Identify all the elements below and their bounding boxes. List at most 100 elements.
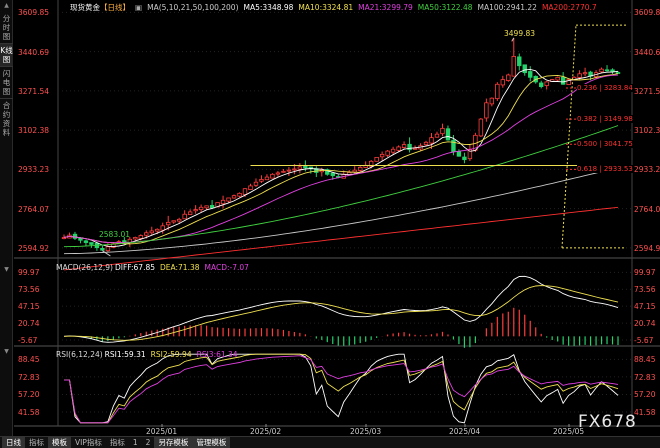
settings-icon[interactable]: ▣ xyxy=(135,3,143,12)
candle-body xyxy=(368,160,374,167)
date-tick-label: 2025/02 xyxy=(250,427,282,436)
rsi-legend: RSI(6,12,24) RSI1:59.31 RSI2:59.94 RSI3:61.… xyxy=(56,349,243,360)
price-tick-label: 2933.23 xyxy=(18,165,50,175)
rsi-tick-label: 88.45 xyxy=(18,355,40,365)
candle-body xyxy=(582,72,588,75)
candle-body xyxy=(385,150,390,156)
sidebar-tab-lightning[interactable]: 闪电图 xyxy=(2,69,11,96)
rsi-tick-label: 88.45 xyxy=(634,355,656,365)
candle-body xyxy=(412,147,418,150)
rsi-params: RSI(6,12,24) xyxy=(56,350,103,359)
ma50-line xyxy=(63,125,619,248)
candle-body xyxy=(522,64,527,74)
candle-body xyxy=(599,68,604,73)
candle-body xyxy=(379,153,385,158)
price-tick-label: 2764.07 xyxy=(634,204,660,214)
candle-body xyxy=(286,169,292,172)
save-template-button[interactable]: 另存模板 xyxy=(154,436,193,448)
high-price-label: 3499.83 xyxy=(504,29,536,38)
ma5-value: MA5:3348.98 xyxy=(243,3,294,12)
candle-body xyxy=(303,165,308,169)
template-1-button[interactable]: 1 xyxy=(132,437,138,447)
candle-body xyxy=(89,242,94,245)
date-tick-label: 2025/01 xyxy=(146,427,178,436)
sidebar-tab-kline[interactable]: K线图 xyxy=(0,44,13,66)
indicator-tab-2[interactable]: 指标 xyxy=(109,437,125,447)
ma21-value: MA21:3299.79 xyxy=(358,3,413,12)
candle-body xyxy=(330,172,335,177)
candle-body xyxy=(489,97,495,105)
price-tick-label: 2594.92 xyxy=(18,243,50,253)
candle-body xyxy=(560,76,566,85)
candle-body xyxy=(478,118,484,137)
sidebar-tab-contract-info[interactable]: 合约资料 xyxy=(2,101,11,137)
dea-line xyxy=(63,285,619,341)
candle-body xyxy=(615,72,621,74)
candle-body xyxy=(456,151,462,157)
fib-level-label: 0.618 | 2933.53 xyxy=(577,165,633,174)
candle-body xyxy=(292,168,297,171)
candle-body xyxy=(171,220,176,223)
candle-body xyxy=(610,69,615,72)
template-2-button[interactable]: 2 xyxy=(145,437,151,447)
scroll-down-icon[interactable]: ▼ xyxy=(4,266,9,273)
candle-body xyxy=(281,170,286,173)
rsi1-value: RSI1:59.31 xyxy=(104,350,146,359)
macd-tick-label: 47.15 xyxy=(634,302,656,312)
candle-body xyxy=(253,181,259,186)
candle-body xyxy=(390,148,396,153)
vip-indicator-tab[interactable]: VIP指标 xyxy=(75,437,102,447)
rsi-tick-label: 57.20 xyxy=(18,390,40,400)
candle-body xyxy=(182,213,187,220)
candle-body xyxy=(138,235,143,239)
macd-tick-label: -5.67 xyxy=(634,335,654,345)
candle-body xyxy=(423,141,429,146)
fib-level-label: 0.236 | 3283.84 xyxy=(577,84,633,92)
template-tab[interactable]: 模板 xyxy=(48,436,71,448)
candle-body xyxy=(577,73,582,78)
sidebar: ▲ 分时图 K线图 闪电图 合约资料 ▼ ▼ xyxy=(0,0,13,436)
scroll-down-icon[interactable]: ▼ xyxy=(4,348,9,355)
chart-canvas[interactable] xyxy=(14,0,660,436)
candle-body xyxy=(275,172,281,175)
sidebar-tabs: 分时图 K线图 闪电图 合约资料 xyxy=(0,12,13,139)
candle-body xyxy=(187,211,193,215)
candle-body xyxy=(198,206,204,211)
candle-body xyxy=(297,166,303,170)
candle-body xyxy=(220,199,226,205)
candle-body xyxy=(61,237,67,239)
candle-body xyxy=(226,197,231,202)
candle-body xyxy=(325,169,330,175)
candle-body xyxy=(242,188,248,195)
period-daily-button[interactable]: 日线 xyxy=(2,436,25,448)
macd-tick-label: 20.74 xyxy=(634,319,656,329)
price-tick-label: 3440.69 xyxy=(18,47,50,57)
period-label: 【日线】 xyxy=(100,3,130,12)
candle-body xyxy=(231,195,237,199)
manage-template-button[interactable]: 管理模板 xyxy=(192,436,231,448)
macd-legend: MACD(26,12,9) DIFF:67.85 DEA:71.38 MACD:-7.… xyxy=(56,262,254,273)
candle-body xyxy=(270,173,275,179)
sidebar-tab-timeshare[interactable]: 分时图 xyxy=(2,14,11,41)
rsi-tick-label: 57.20 xyxy=(634,390,656,400)
bottom-toolbar: 日线 指标 模板 VIP指标 指标 1 2 另存模板 管理模板 xyxy=(0,436,660,448)
candle-body xyxy=(539,82,544,87)
low-marker xyxy=(102,250,111,257)
price-tick-label: 2933.23 xyxy=(634,165,660,175)
scroll-up-icon[interactable]: ▲ xyxy=(4,2,9,9)
candle-body xyxy=(144,232,149,236)
candle-body xyxy=(517,56,522,67)
candle-body xyxy=(544,81,549,86)
chart-area[interactable]: 现货黄金【日线】 ▣ MA(5,10,21,50,100,200) MA5:3348.… xyxy=(14,0,660,436)
candle-body xyxy=(528,71,533,78)
ma50-value: MA50:3122.48 xyxy=(417,3,473,12)
rsi-tick-label: 72.83 xyxy=(18,372,40,382)
candle-body xyxy=(566,79,571,86)
price-tick-label: 3102.38 xyxy=(634,126,660,136)
candle-body xyxy=(160,225,165,231)
indicator-tab[interactable]: 指标 xyxy=(29,437,44,447)
macd-tick-label: 73.56 xyxy=(18,285,40,295)
price-tick-label: 3102.38 xyxy=(18,126,50,136)
divider xyxy=(0,43,13,44)
candle-body xyxy=(555,76,560,81)
